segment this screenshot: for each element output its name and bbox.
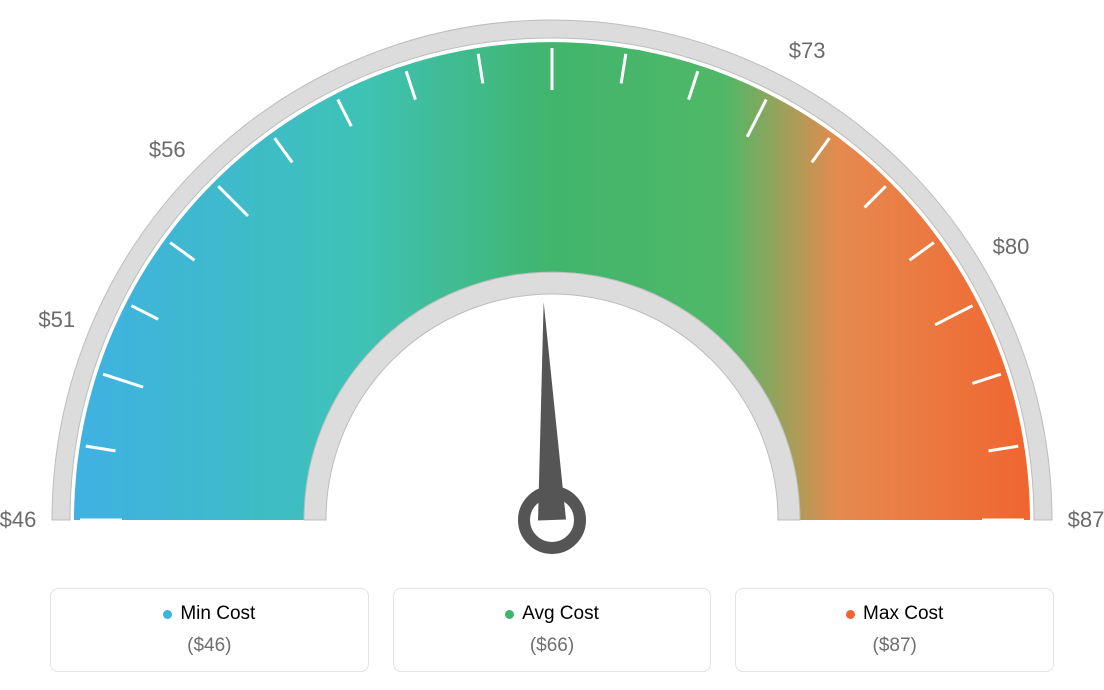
- gauge-tick-label: $87: [1068, 507, 1104, 533]
- legend-label-max: Max Cost: [863, 603, 943, 625]
- legend-card-max: Max Cost ($87): [735, 588, 1054, 672]
- legend-title-min: Min Cost: [163, 603, 255, 625]
- gauge-tick-label: $80: [993, 234, 1030, 260]
- gauge-tick-label: $51: [38, 307, 75, 333]
- legend-label-min: Min Cost: [180, 603, 255, 625]
- legend-card-min: Min Cost ($46): [50, 588, 369, 672]
- legend-dot-avg: [505, 610, 514, 619]
- legend-row: Min Cost ($46) Avg Cost ($66) Max Cost (…: [50, 588, 1054, 672]
- gauge-tick-label: $73: [789, 38, 826, 64]
- gauge-area: $46$51$56$66$73$80$87: [0, 0, 1104, 570]
- legend-value-avg: ($66): [404, 635, 701, 657]
- gauge-tick-label: $46: [0, 507, 36, 533]
- legend-dot-min: [163, 610, 172, 619]
- legend-card-avg: Avg Cost ($66): [393, 588, 712, 672]
- gauge-svg: [0, 0, 1104, 570]
- legend-title-avg: Avg Cost: [505, 603, 599, 625]
- legend-label-avg: Avg Cost: [522, 603, 599, 625]
- legend-value-max: ($87): [746, 635, 1043, 657]
- gauge-chart-container: $46$51$56$66$73$80$87 Min Cost ($46) Avg…: [0, 0, 1104, 690]
- gauge-tick-label: $56: [149, 137, 186, 163]
- legend-title-max: Max Cost: [846, 603, 943, 625]
- legend-dot-max: [846, 610, 855, 619]
- legend-value-min: ($46): [61, 635, 358, 657]
